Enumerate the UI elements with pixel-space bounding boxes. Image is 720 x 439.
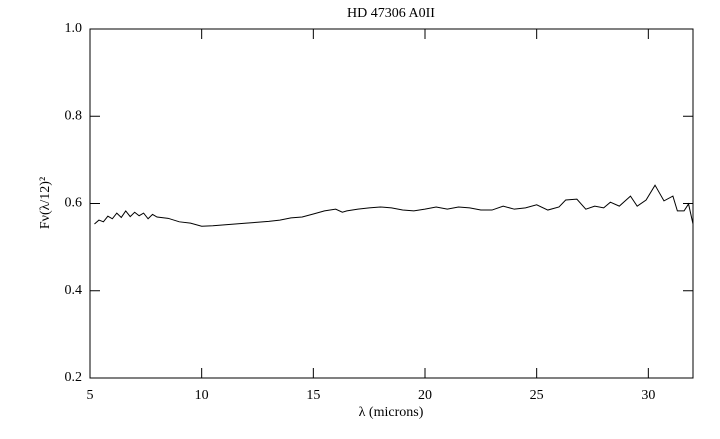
- y-axis-label: Fν(λ/12)²: [38, 177, 53, 229]
- x-tick-label: 10: [195, 388, 209, 403]
- y-tick-label: 0.6: [65, 196, 83, 211]
- chart-title: HD 47306 A0II: [347, 6, 435, 21]
- x-tick-label: 30: [641, 388, 655, 403]
- y-tick-label: 1.0: [65, 21, 83, 36]
- spectrum-line: [94, 184, 694, 227]
- x-tick-label: 5: [87, 388, 94, 403]
- x-tick-label: 20: [418, 388, 432, 403]
- x-axis-label: λ (microns): [359, 405, 424, 420]
- plot-frame: [89, 28, 694, 379]
- x-tick-label: 15: [306, 388, 320, 403]
- y-tick-label: 0.8: [65, 108, 83, 123]
- x-tick-label: 25: [530, 388, 544, 403]
- y-tick-label: 0.2: [65, 370, 83, 385]
- y-tick-label: 0.4: [65, 283, 83, 298]
